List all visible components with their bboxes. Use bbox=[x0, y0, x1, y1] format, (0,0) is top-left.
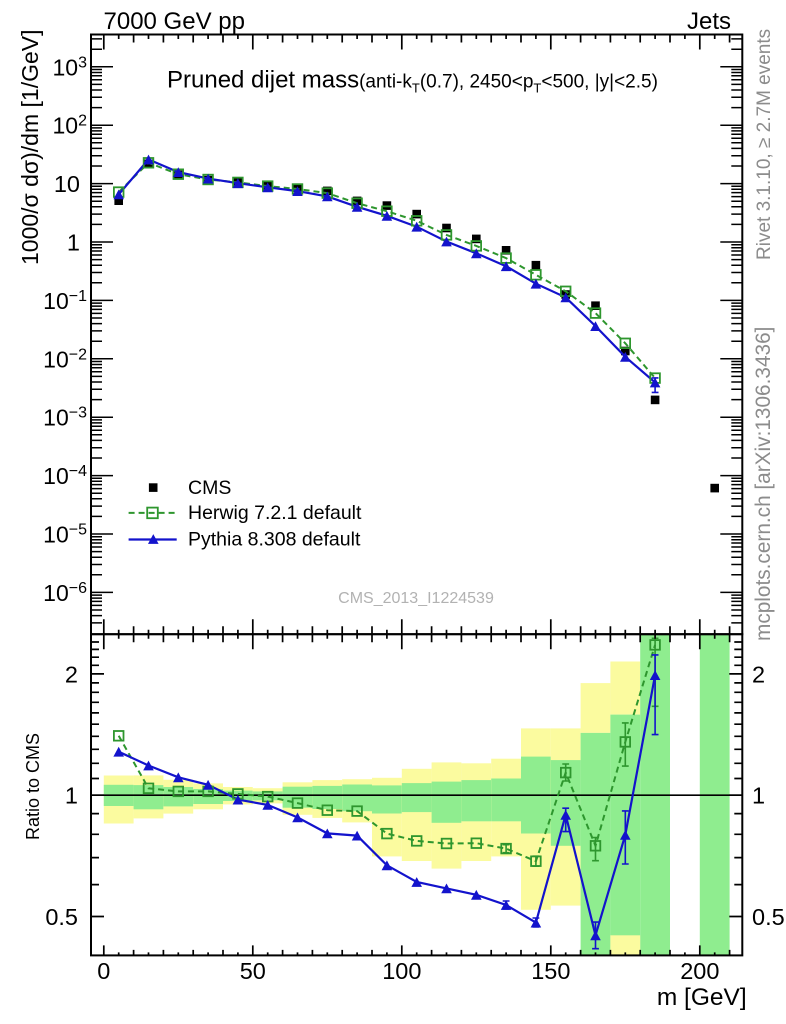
svg-text:2: 2 bbox=[752, 661, 765, 687]
svg-text:100: 100 bbox=[382, 958, 421, 984]
svg-text:CMS: CMS bbox=[188, 477, 231, 499]
svg-text:Jets: Jets bbox=[687, 8, 731, 35]
svg-text:7000 GeV pp: 7000 GeV pp bbox=[104, 8, 245, 35]
svg-text:10: 10 bbox=[54, 171, 80, 197]
svg-text:Ratio to CMS: Ratio to CMS bbox=[23, 733, 43, 840]
svg-text:Rivet 3.1.10, ≥ 2.7M events: Rivet 3.1.10, ≥ 2.7M events bbox=[754, 29, 775, 260]
svg-text:Herwig 7.2.1 default: Herwig 7.2.1 default bbox=[188, 502, 362, 524]
svg-text:10−1: 10−1 bbox=[43, 288, 87, 314]
svg-text:150: 150 bbox=[531, 958, 570, 984]
svg-text:200: 200 bbox=[680, 958, 719, 984]
svg-text:Pythia 8.308 default: Pythia 8.308 default bbox=[188, 529, 361, 551]
svg-text:m [GeV]: m [GeV] bbox=[657, 984, 747, 1011]
svg-text:0: 0 bbox=[97, 958, 110, 984]
svg-text:10−6: 10−6 bbox=[43, 580, 87, 606]
svg-text:1: 1 bbox=[67, 230, 80, 256]
svg-text:2: 2 bbox=[65, 661, 78, 687]
svg-text:0.5: 0.5 bbox=[45, 904, 78, 930]
svg-text:0.5: 0.5 bbox=[752, 904, 785, 930]
svg-text:50: 50 bbox=[240, 958, 266, 984]
svg-text:CMS_2013_I1224539: CMS_2013_I1224539 bbox=[338, 590, 494, 607]
svg-text:1: 1 bbox=[65, 783, 78, 809]
svg-text:1: 1 bbox=[752, 783, 765, 809]
svg-text:1000/σ dσ)/dm [1/GeV]: 1000/σ dσ)/dm [1/GeV] bbox=[17, 29, 43, 265]
svg-text:mcplots.cern.ch [arXiv:1306.34: mcplots.cern.ch [arXiv:1306.3436] bbox=[752, 327, 775, 641]
svg-text:10−3: 10−3 bbox=[43, 405, 87, 431]
